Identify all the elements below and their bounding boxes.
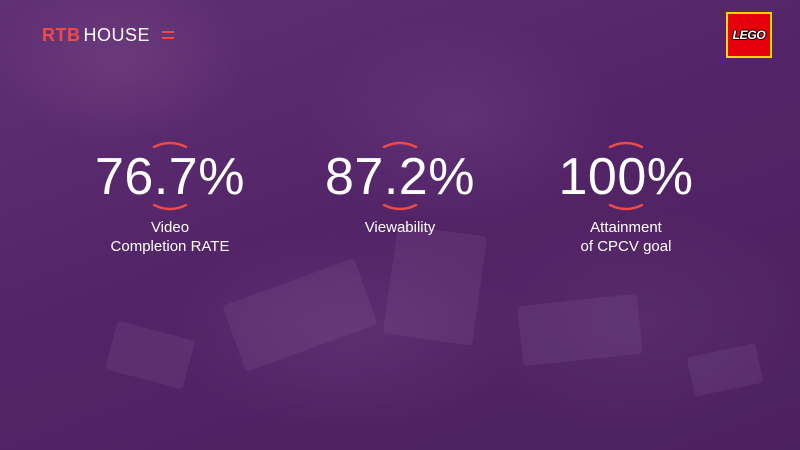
stat-viewability: 87.2% Viewability [300, 140, 500, 237]
stat-value: 100% [558, 148, 694, 206]
lego-logo-text: LEGO [732, 28, 766, 42]
stat-value: 87.2% [325, 148, 475, 206]
top-arc-icon [608, 141, 644, 148]
stat-cpcv-attainment: 100% Attainment of CPCV goal [526, 140, 726, 256]
logo-house-text: HOUSE [83, 24, 151, 45]
stat-label: Attainment of CPCV goal [580, 219, 672, 255]
lego-logo: LEGO [726, 12, 772, 58]
stat-video-completion: 76.7% Video Completion RATE [70, 140, 270, 256]
top-arc-icon [382, 141, 418, 148]
logo-rtb-text: RTB [42, 24, 81, 45]
bottom-arc-icon [608, 204, 644, 211]
stat-value: 76.7% [95, 148, 245, 206]
top-arc-icon [152, 141, 188, 148]
logo-mark-icon [162, 31, 175, 39]
bottom-arc-icon [152, 204, 188, 211]
bottom-arc-icon [382, 204, 418, 211]
stat-label: Viewability [364, 219, 436, 236]
rtb-house-logo: RTB HOUSE [42, 23, 175, 47]
stat-label: Video Completion RATE [110, 219, 230, 255]
